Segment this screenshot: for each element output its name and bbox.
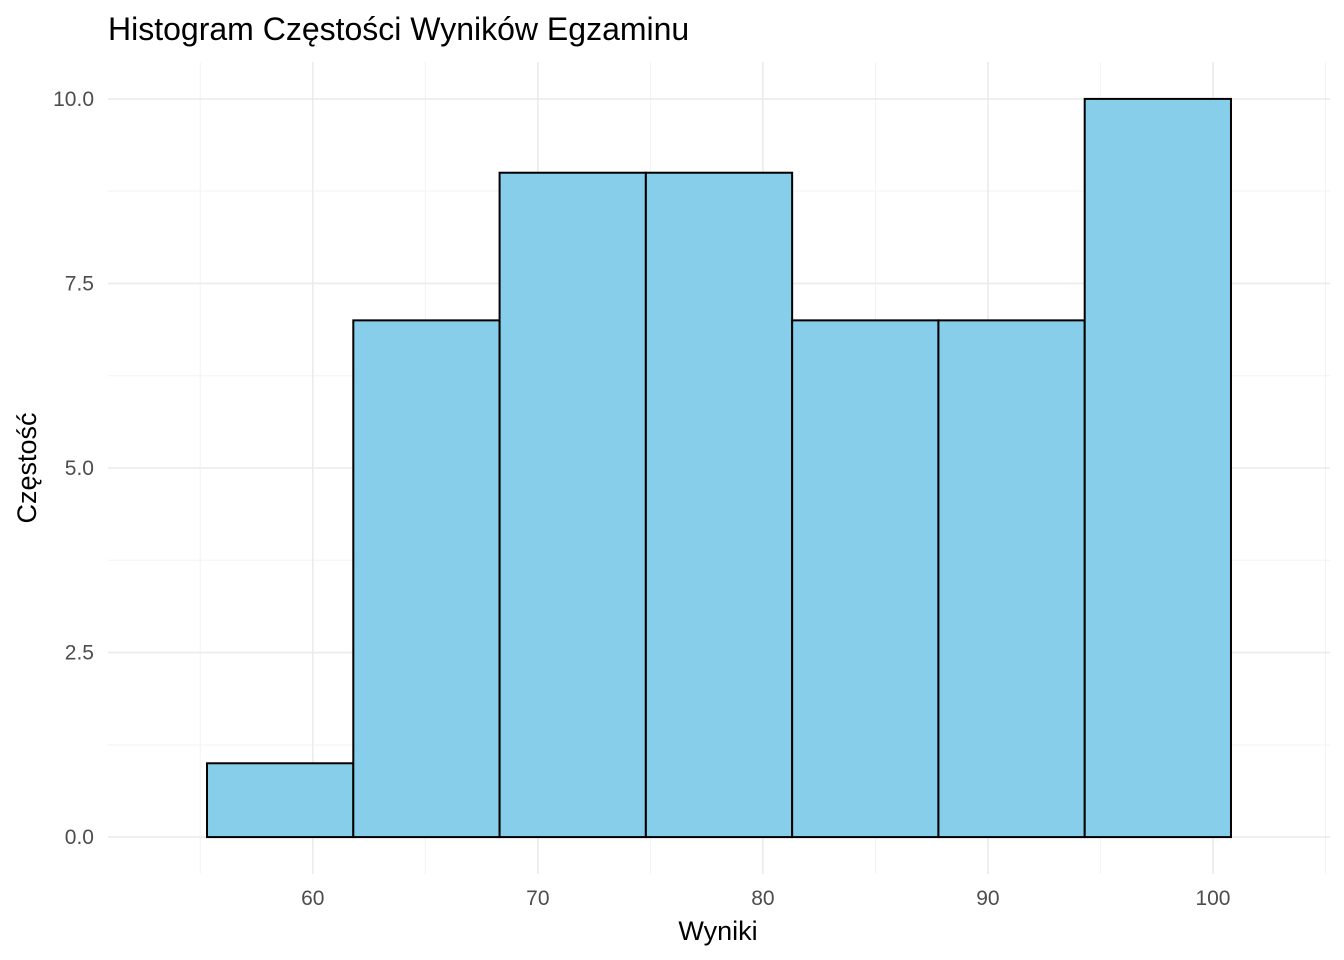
y-tick-label: 5.0: [65, 457, 94, 480]
histogram-bar-2: [352, 319, 501, 839]
histogram-bar-1: [206, 762, 355, 839]
histogram-bar-5: [791, 319, 940, 839]
y-axis-ticks: 0.0 2.5 5.0 7.5 10.0: [53, 88, 94, 849]
x-axis-ticks: 60 70 80 90 100: [301, 887, 1230, 910]
histogram-bar-6: [937, 319, 1086, 839]
y-axis-title: Częstość: [12, 412, 42, 523]
chart-title: Histogram Częstości Wyników Egzaminu: [108, 11, 689, 47]
histogram-bars: [206, 97, 1232, 839]
x-axis-title: Wyniki: [678, 916, 757, 946]
histogram-bar-7: [1083, 97, 1232, 839]
x-tick-label: 100: [1195, 887, 1230, 910]
y-tick-label: 10.0: [53, 88, 94, 111]
histogram-bar-4: [644, 171, 794, 839]
x-tick-label: 60: [301, 887, 324, 910]
x-tick-label: 90: [976, 887, 999, 910]
y-tick-label: 2.5: [65, 642, 94, 665]
histogram-bar-3: [498, 171, 647, 839]
y-tick-label: 0.0: [65, 826, 94, 849]
y-tick-label: 7.5: [65, 272, 94, 295]
x-tick-label: 70: [526, 887, 549, 910]
x-tick-label: 80: [751, 887, 774, 910]
